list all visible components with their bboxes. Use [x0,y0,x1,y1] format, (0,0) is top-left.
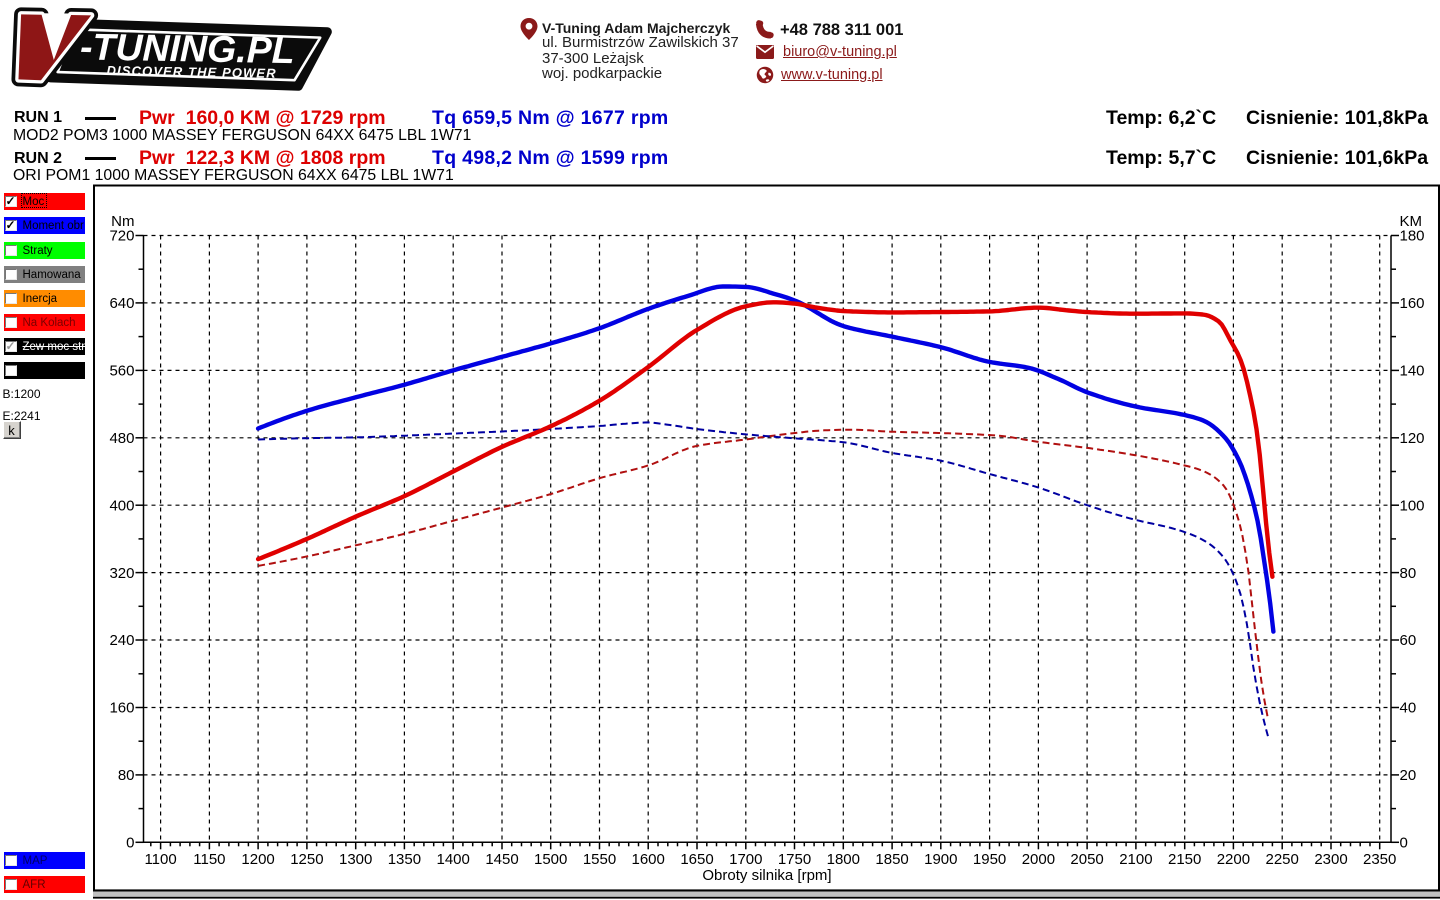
svg-text:1350: 1350 [388,851,421,868]
svg-text:2000: 2000 [1022,851,1055,868]
svg-text:40: 40 [1400,700,1417,717]
svg-text:100: 100 [1400,497,1425,514]
svg-text:Obroty silnika [rpm]: Obroty silnika [rpm] [702,867,831,884]
svg-text:1250: 1250 [290,851,323,868]
svg-text:1600: 1600 [632,851,665,868]
svg-text:2100: 2100 [1119,851,1152,868]
svg-text:0: 0 [126,835,134,852]
svg-text:Nm: Nm [111,213,134,230]
svg-text:1500: 1500 [534,851,567,868]
svg-text:320: 320 [109,565,134,582]
svg-text:1400: 1400 [437,851,470,868]
svg-text:1300: 1300 [339,851,372,868]
svg-text:DISCOVER THE POWER: DISCOVER THE POWER [107,63,277,81]
svg-text:80: 80 [118,767,135,784]
svg-text:480: 480 [109,430,134,447]
svg-text:2050: 2050 [1070,851,1103,868]
svg-text:640: 640 [109,295,134,312]
svg-text:720: 720 [109,228,134,245]
svg-text:60: 60 [1400,632,1417,649]
svg-text:1850: 1850 [875,851,908,868]
svg-text:1200: 1200 [241,851,274,868]
svg-text:2300: 2300 [1314,851,1347,868]
svg-text:120: 120 [1400,430,1425,447]
svg-text:1750: 1750 [778,851,811,868]
svg-text:240: 240 [109,632,134,649]
svg-text:1150: 1150 [193,851,225,868]
svg-text:180: 180 [1400,228,1425,245]
svg-text:400: 400 [109,497,134,514]
svg-text:80: 80 [1400,565,1417,582]
svg-text:160: 160 [109,700,134,717]
svg-text:1950: 1950 [973,851,1006,868]
svg-text:20: 20 [1400,767,1417,784]
svg-text:1700: 1700 [729,851,762,868]
svg-text:560: 560 [109,363,134,380]
svg-text:2150: 2150 [1168,851,1201,868]
svg-text:140: 140 [1400,363,1425,380]
svg-text:KM: KM [1400,213,1423,230]
svg-text:-TUNING.PL: -TUNING.PL [80,25,295,71]
svg-text:1650: 1650 [680,851,713,868]
svg-text:2250: 2250 [1266,851,1299,868]
svg-text:2350: 2350 [1363,851,1396,868]
svg-text:1450: 1450 [485,851,518,868]
svg-text:1900: 1900 [924,851,957,868]
svg-text:1100: 1100 [144,851,176,868]
svg-text:160: 160 [1400,295,1425,312]
svg-text:1550: 1550 [583,851,616,868]
svg-text:1800: 1800 [827,851,860,868]
svg-text:2200: 2200 [1217,851,1250,868]
svg-text:0: 0 [1400,835,1408,852]
